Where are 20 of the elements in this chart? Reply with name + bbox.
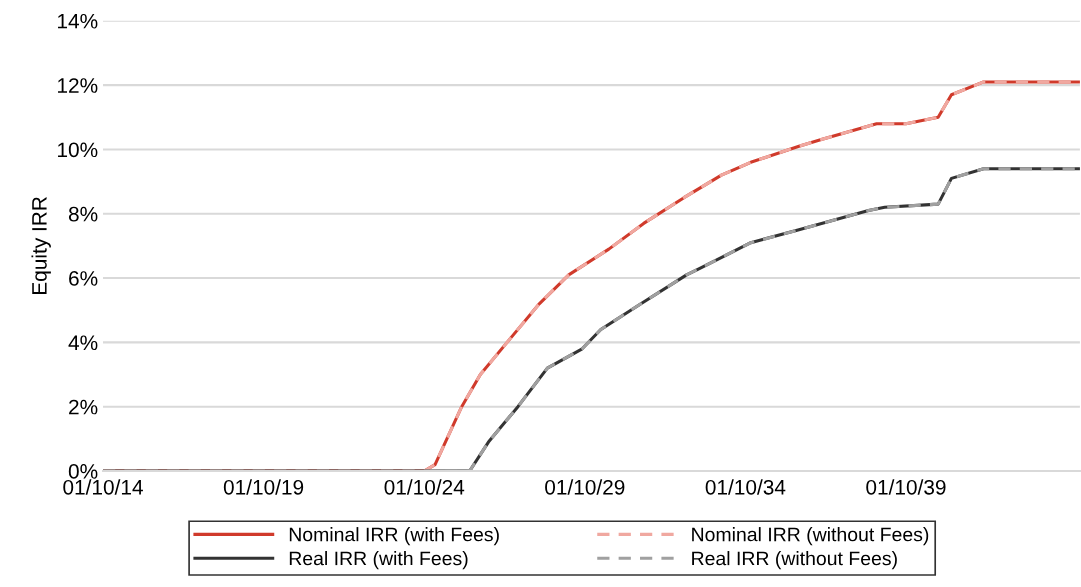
x-tick-label: 01/10/19 [223, 479, 304, 495]
x-tick-label: 01/10/14 [63, 479, 143, 495]
y-tick-label: 4% [68, 335, 98, 351]
x-tick-label: 01/10/34 [705, 479, 786, 495]
legend-label: Real IRR (without Fees) [692, 551, 897, 570]
y-tick-label: 8% [68, 206, 98, 222]
x-tick-label: 01/10/24 [384, 479, 465, 495]
y-tick-label: 0% [68, 464, 98, 479]
legend-label: Nominal IRR (with Fees) [289, 527, 499, 546]
legend-label: Nominal IRR (without Fees) [692, 527, 929, 546]
y-tick-label: 10% [58, 142, 98, 158]
y-tick-label: 2% [69, 399, 98, 415]
x-tick-label: 01/10/29 [545, 479, 625, 495]
y-axis-title: Equity IRR [31, 197, 51, 294]
y-tick-label: 14% [58, 13, 98, 29]
y-tick-label: 6% [69, 271, 98, 286]
x-tick-label: 01/10/39 [866, 479, 946, 495]
y-tick-label: 12% [58, 78, 98, 93]
legend-label: Real IRR (with Fees) [289, 551, 468, 570]
line-series [103, 167, 1080, 471]
